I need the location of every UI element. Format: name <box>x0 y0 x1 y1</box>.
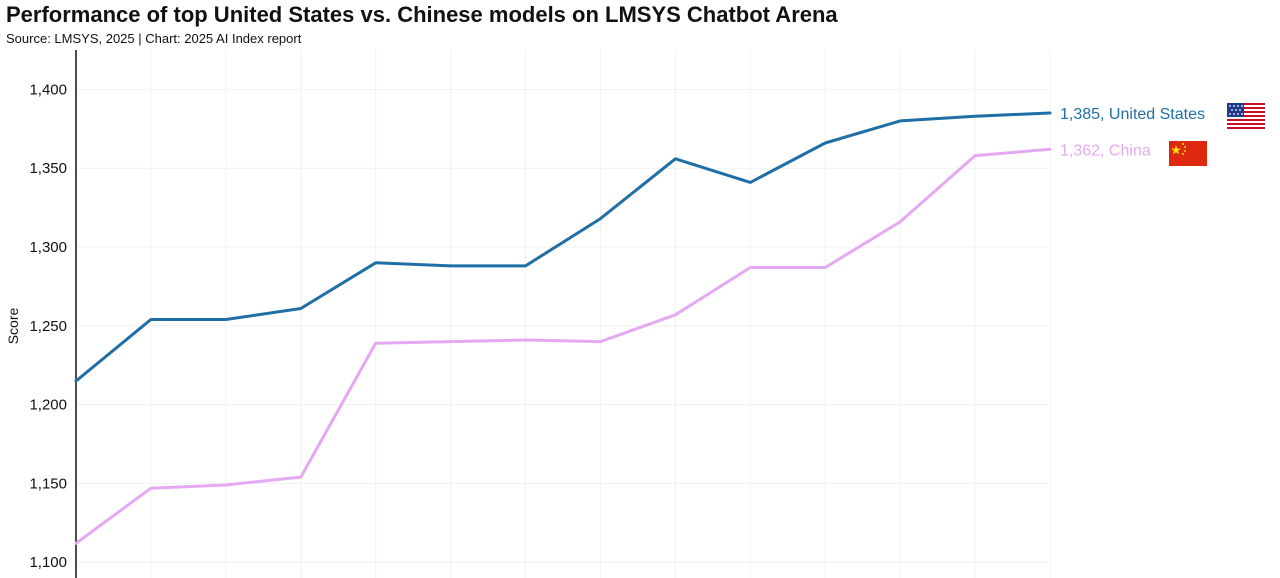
china-flag-icon <box>1169 141 1207 166</box>
y-tick-label: 1,100 <box>29 554 67 571</box>
grid <box>76 50 1051 578</box>
series-lines <box>74 111 1052 545</box>
end-labels: 1,385, United States 1,362, China <box>1060 106 1205 159</box>
y-tick-label: 1,250 <box>29 318 67 335</box>
y-axis-title: Score <box>5 308 21 345</box>
series-line-united-states <box>74 111 1052 383</box>
end-label-united-states: 1,385, United States <box>1060 106 1205 123</box>
y-axis: 1,100 1,150 1,200 1,250 1,300 1,350 1,400 <box>29 50 77 578</box>
flags <box>1169 103 1265 166</box>
chart-title: Performance of top United States vs. Chi… <box>6 2 838 27</box>
y-tick-label: 1,350 <box>29 160 67 177</box>
y-tick-label: 1,200 <box>29 397 67 414</box>
y-tick-label: 1,150 <box>29 475 67 492</box>
chart-subtitle: Source: LMSYS, 2025 | Chart: 2025 AI Ind… <box>6 31 302 46</box>
end-label-china: 1,362, China <box>1060 142 1151 159</box>
y-tick-label: 1,300 <box>29 239 67 256</box>
y-tick-label: 1,400 <box>29 81 67 98</box>
us-flag-icon <box>1227 103 1265 129</box>
series-line-china <box>74 147 1052 545</box>
